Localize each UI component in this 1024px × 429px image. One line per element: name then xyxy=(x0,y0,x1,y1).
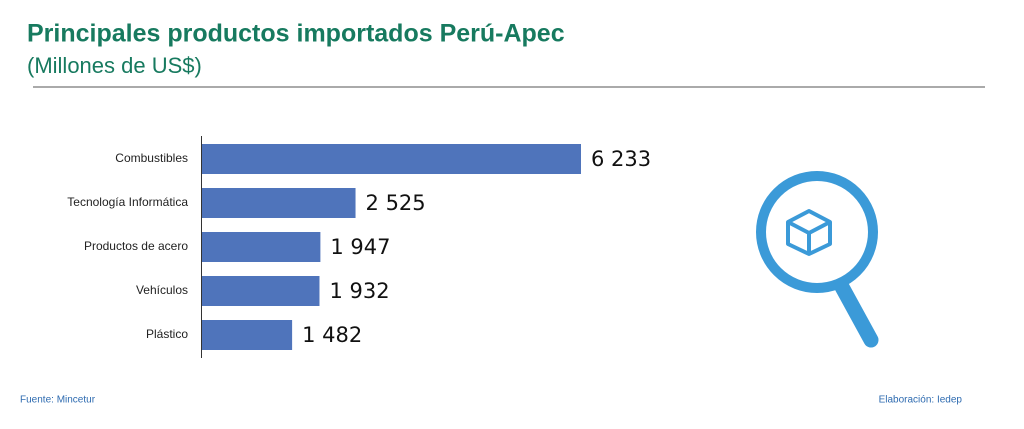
bar xyxy=(202,144,581,174)
category-label: Tecnología Informática xyxy=(67,195,188,209)
bar xyxy=(202,188,356,218)
box-icon xyxy=(786,209,832,256)
handle xyxy=(834,279,879,348)
value-label: 6 233 xyxy=(591,147,651,171)
source-note: Fuente: Mincetur xyxy=(20,395,96,406)
bar xyxy=(202,232,321,262)
chart-title: Principales productos importados Perú-Ap… xyxy=(27,20,565,48)
category-label: Vehículos xyxy=(136,283,188,297)
chart-subtitle: (Millones de US$) xyxy=(27,53,202,78)
magnifier-icon xyxy=(756,171,879,348)
value-label: 1 932 xyxy=(329,279,389,303)
value-label: 1 947 xyxy=(330,235,390,259)
bar xyxy=(202,276,320,306)
value-label: 2 525 xyxy=(366,191,426,215)
lens xyxy=(756,171,878,293)
category-label: Combustibles xyxy=(115,151,188,165)
value-label: 1 482 xyxy=(302,323,362,347)
category-label: Productos de acero xyxy=(84,239,188,253)
bar xyxy=(202,320,293,350)
credit-note: Elaboración: Iedep xyxy=(879,395,963,406)
category-label: Plástico xyxy=(146,327,188,341)
